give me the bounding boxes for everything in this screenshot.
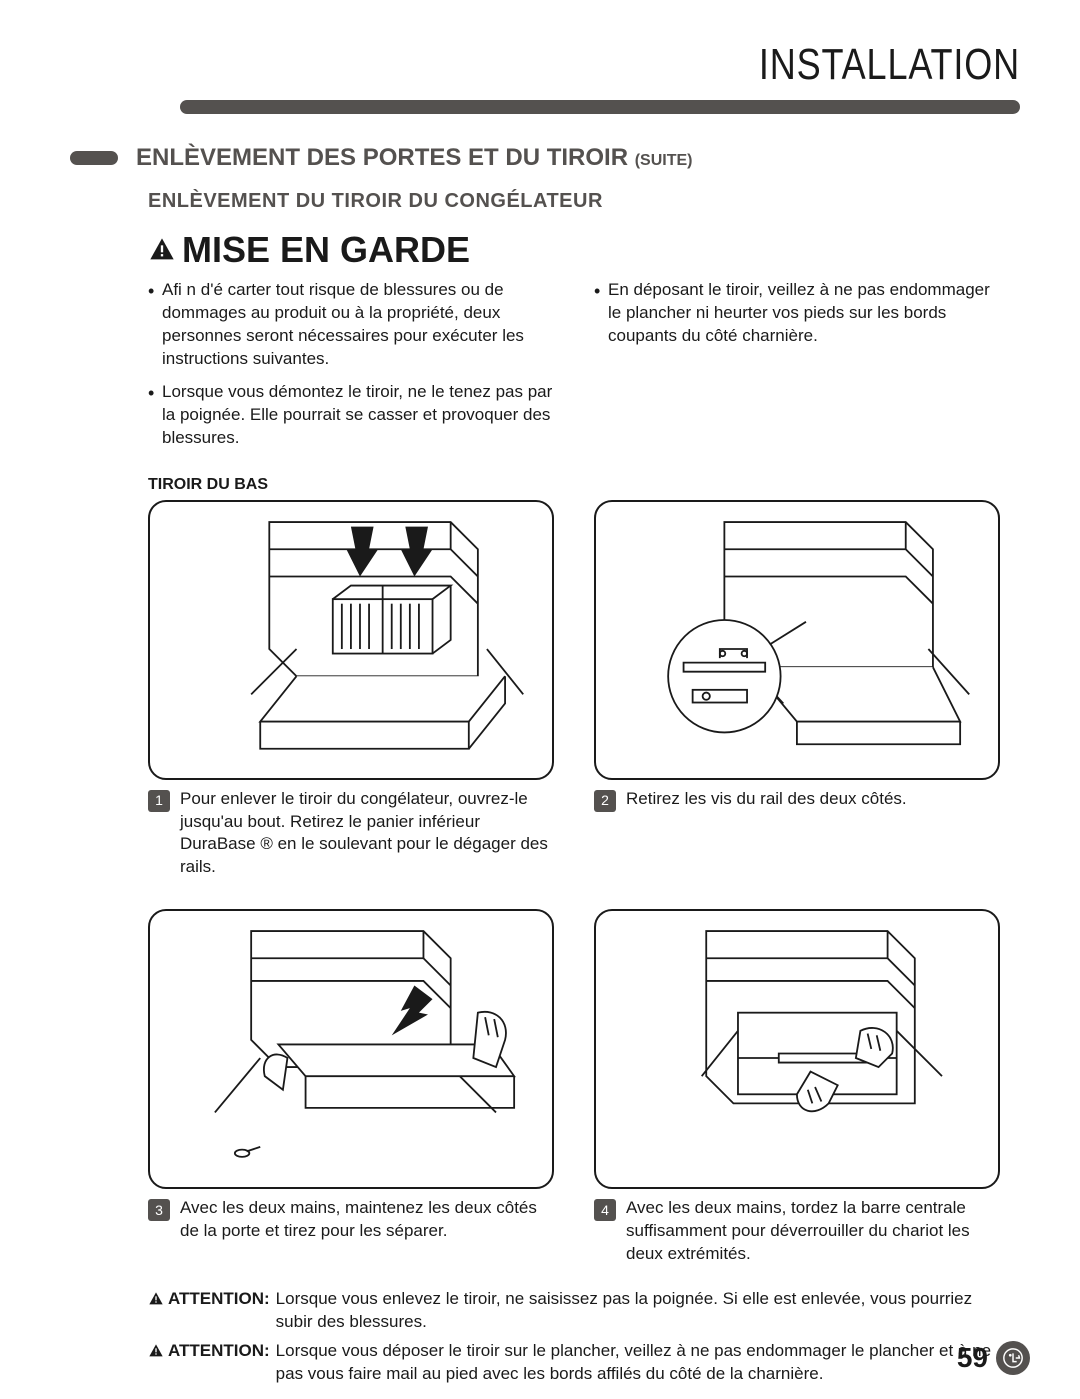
attention-block: ATTENTION: Lorsque vous enlevez le tiroi…	[148, 1288, 1000, 1386]
warning-icon	[148, 236, 176, 264]
step-number: 3	[148, 1199, 170, 1221]
figure-4	[594, 909, 1000, 1189]
attention-line: ATTENTION: Lorsque vous déposer le tiroi…	[148, 1340, 1000, 1386]
drawer-bar-twist-illustration	[612, 922, 982, 1176]
step-number: 1	[148, 790, 170, 812]
attention-label-text: ATTENTION:	[168, 1340, 270, 1363]
attention-text: Lorsque vous déposer le tiroir sur le pl…	[276, 1340, 1000, 1386]
sub-label: TIROIR DU BAS	[148, 476, 1020, 494]
attention-label: ATTENTION:	[148, 1340, 270, 1386]
step-4-text: 4 Avec les deux mains, tordez la barre c…	[594, 1197, 1000, 1266]
page-header-title: INSTALLATION	[233, 40, 1020, 90]
step-caption: Pour enlever le tiroir du congélateur, o…	[180, 788, 554, 880]
figure-3	[148, 909, 554, 1189]
sub-heading: ENLÈVEMENT DU TIROIR DU CONGÉLATEUR	[148, 190, 1020, 213]
attention-text: Lorsque vous enlevez le tiroir, ne saisi…	[276, 1288, 1000, 1334]
step-3-text: 3 Avec les deux mains, maintenez les deu…	[148, 1197, 554, 1243]
warning-columns: Afi n d'é carter tout risque de blessure…	[148, 279, 1000, 460]
step-2: 2 Retirez les vis du rail des deux côtés…	[594, 500, 1000, 880]
attention-label-text: ATTENTION:	[168, 1288, 270, 1311]
warning-item: Lorsque vous démontez le tiroir, ne le t…	[148, 381, 554, 450]
warning-heading: MISE EN GARDE	[148, 229, 1020, 271]
drawer-hands-lift-illustration	[166, 922, 536, 1176]
warning-title-text: MISE EN GARDE	[182, 229, 470, 271]
step-number: 4	[594, 1199, 616, 1221]
drawer-screws-illustration	[612, 513, 982, 767]
step-caption: Avec les deux mains, tordez la barre cen…	[626, 1197, 1000, 1266]
page-footer: 59	[957, 1341, 1030, 1375]
steps-grid: 1 Pour enlever le tiroir du congélateur,…	[148, 500, 1000, 1267]
step-caption: Retirez les vis du rail des deux côtés.	[626, 788, 907, 812]
warning-col-right: En déposant le tiroir, veillez à ne pas …	[594, 279, 1000, 460]
header-accent-bar	[180, 100, 1020, 114]
drawer-basket-illustration	[166, 513, 536, 767]
bullet-bar	[70, 151, 118, 165]
section-heading-row: ENLÈVEMENT DES PORTES ET DU TIROIR (SUIT…	[70, 144, 1020, 172]
page-number: 59	[957, 1342, 988, 1374]
step-2-text: 2 Retirez les vis du rail des deux côtés…	[594, 788, 1000, 812]
attention-label: ATTENTION:	[148, 1288, 270, 1334]
warning-icon	[148, 1343, 164, 1359]
step-caption: Avec les deux mains, maintenez les deux …	[180, 1197, 554, 1243]
attention-line: ATTENTION: Lorsque vous enlevez le tiroi…	[148, 1288, 1000, 1334]
step-3: 3 Avec les deux mains, maintenez les deu…	[148, 909, 554, 1266]
step-4: 4 Avec les deux mains, tordez la barre c…	[594, 909, 1000, 1266]
section-heading-main: ENLÈVEMENT DES PORTES ET DU TIROIR	[136, 144, 628, 171]
section-heading: ENLÈVEMENT DES PORTES ET DU TIROIR (SUIT…	[136, 144, 693, 172]
warning-item: Afi n d'é carter tout risque de blessure…	[148, 279, 554, 371]
step-number: 2	[594, 790, 616, 812]
figure-1	[148, 500, 554, 780]
step-1: 1 Pour enlever le tiroir du congélateur,…	[148, 500, 554, 880]
warning-icon	[148, 1291, 164, 1307]
section-heading-suite: (SUITE)	[635, 152, 693, 169]
step-1-text: 1 Pour enlever le tiroir du congélateur,…	[148, 788, 554, 880]
figure-2	[594, 500, 1000, 780]
lg-logo-icon	[996, 1341, 1030, 1375]
warning-item: En déposant le tiroir, veillez à ne pas …	[594, 279, 1000, 348]
warning-col-left: Afi n d'é carter tout risque de blessure…	[148, 279, 554, 460]
